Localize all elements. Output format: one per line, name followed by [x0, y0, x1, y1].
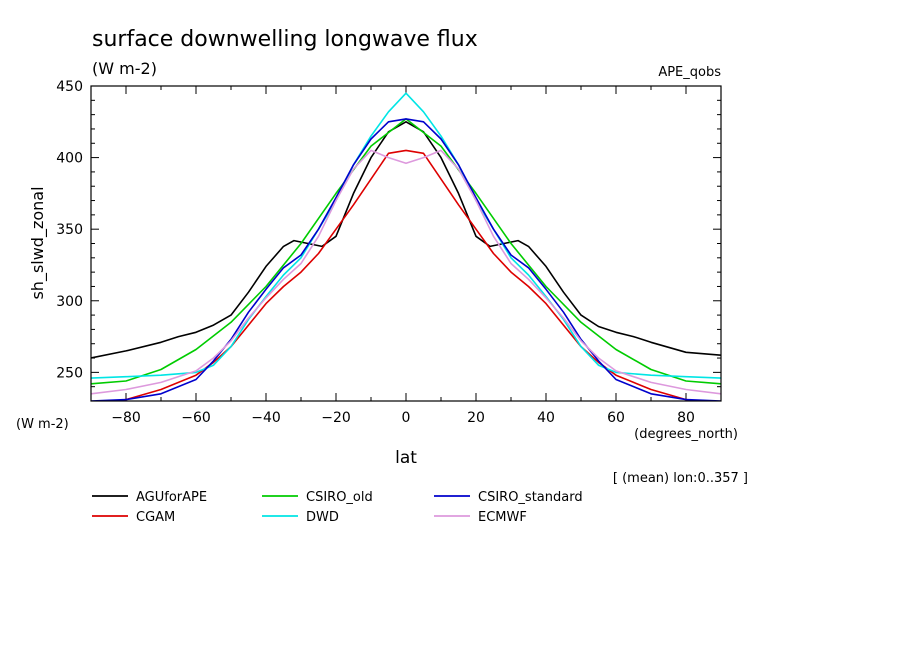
x-tick-label: 60 — [607, 410, 625, 426]
chart-units: (W m-2) — [92, 59, 157, 78]
y-tick-label: 450 — [56, 79, 83, 95]
legend-label: CSIRO_old — [306, 490, 373, 505]
x-tick-label: −60 — [181, 410, 211, 426]
x-tick-label: −40 — [251, 410, 281, 426]
x-axis-units: (degrees_north) — [634, 427, 738, 442]
series-line-ecmwf — [91, 149, 721, 395]
legend-item: CSIRO_standard — [434, 490, 583, 505]
plot-frame — [90, 85, 722, 402]
chart-title: surface downwelling longwave flux — [92, 27, 478, 52]
series-line-dwd — [91, 92, 721, 379]
legend-item: ECMWF — [434, 510, 527, 525]
legend-label: CSIRO_standard — [478, 490, 583, 505]
legend-label: AGUforAPE — [136, 490, 207, 505]
series-line-aguforape — [91, 121, 721, 359]
series-lines — [91, 92, 721, 401]
y-tick-label: 300 — [56, 294, 83, 310]
x-tick-label: 20 — [467, 410, 485, 426]
y-axis-label: sh_slwd_zonal — [28, 186, 48, 299]
legend-item: AGUforAPE — [92, 490, 207, 505]
x-axis-label: lat — [395, 448, 417, 468]
x-tick-label: −80 — [111, 410, 141, 426]
legend-label: ECMWF — [478, 510, 527, 525]
y-tick-label: 400 — [56, 151, 83, 167]
x-tick-label: 80 — [677, 410, 695, 426]
y-tick-label: 250 — [56, 365, 83, 381]
legend-item: CGAM — [92, 510, 175, 525]
subset-note: [ (mean) lon:0..357 ] — [613, 471, 748, 486]
legend-label: DWD — [306, 510, 339, 525]
experiment-label: APE_qobs — [658, 65, 721, 80]
legend-item: CSIRO_old — [262, 490, 373, 505]
x-tick-label: 40 — [537, 410, 555, 426]
x-tick-label: 0 — [402, 410, 411, 426]
series-line-csiro-old — [91, 118, 721, 385]
series-line-cgam — [108, 149, 704, 401]
legend: AGUforAPE CGAM CSIRO_old DWD CSIRO_standard E… — [92, 490, 583, 525]
axis-ticks: −80 −60 −40 −20 0 20 40 60 80 250 300 350 400 450 — [56, 79, 722, 426]
x-tick-label: −20 — [321, 410, 351, 426]
legend-item: DWD — [262, 510, 339, 525]
y-tick-label: 350 — [56, 222, 83, 238]
series-line-csiro-standard — [91, 118, 721, 401]
legend-label: CGAM — [136, 510, 175, 525]
y-axis-units: (W m-2) — [16, 417, 69, 432]
